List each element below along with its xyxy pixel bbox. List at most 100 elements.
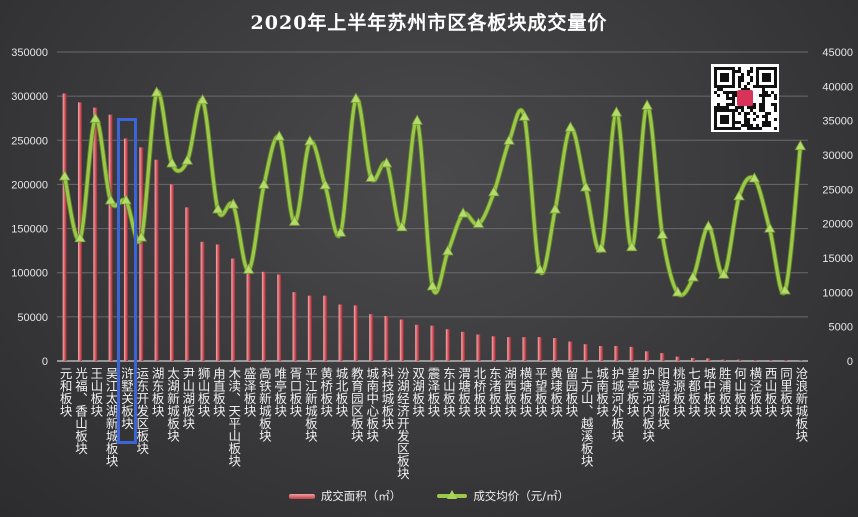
bar <box>246 271 251 361</box>
left-tick-label: 300000 <box>11 91 48 103</box>
price-marker <box>687 271 699 282</box>
x-tick-label: 何山板块 <box>732 367 748 417</box>
x-tick-label: 汾湖经济开发区板块 <box>394 367 410 480</box>
bar <box>231 258 236 361</box>
x-tick-label: 尹山湖板块 <box>180 367 196 430</box>
bar <box>62 93 67 361</box>
x-tick-label: 横泾板块 <box>747 367 763 417</box>
price-marker <box>58 170 71 181</box>
price-marker <box>319 179 331 190</box>
bar <box>200 241 205 361</box>
price-marker <box>196 93 209 105</box>
x-tick-label: 沧浪新城板块 <box>793 367 809 442</box>
x-tick-label: 王山板块 <box>88 367 104 417</box>
bar <box>461 331 466 361</box>
x-tick-label: 东山板块 <box>440 367 456 417</box>
bar <box>629 346 634 361</box>
x-tick-label: 同里板块 <box>778 367 793 417</box>
price-marker <box>104 194 117 205</box>
x-tick-label: 平望板块 <box>532 367 548 417</box>
bar <box>215 244 220 361</box>
right-tick-label: 20000 <box>822 219 853 231</box>
bar <box>537 337 542 361</box>
bar <box>369 314 374 361</box>
price-marker <box>120 194 132 205</box>
bar <box>522 337 527 361</box>
left-tick-label: 150000 <box>11 224 48 236</box>
price-marker <box>426 280 439 291</box>
x-tick-label: 留园板块 <box>563 367 579 417</box>
price-marker <box>794 139 807 151</box>
price-marker <box>227 198 239 209</box>
bar <box>675 356 680 361</box>
right-tick-label: 35000 <box>822 116 853 128</box>
legend-item-area: 成交面积（㎡） <box>288 488 402 504</box>
x-tick-label: 唯亭板块 <box>272 367 288 417</box>
price-marker <box>181 154 193 165</box>
bar <box>568 341 573 361</box>
x-tick-label: 湖东板块 <box>149 367 165 417</box>
legend-label: 成交面积（㎡） <box>320 489 402 503</box>
bar <box>169 184 174 361</box>
x-tick-label: 浒墅关板块 <box>118 367 134 430</box>
x-tick-label: 横塘板块 <box>517 367 533 417</box>
x-tick-label: 胥口板块 <box>287 367 303 417</box>
price-marker <box>779 284 791 295</box>
bar <box>476 334 481 361</box>
bar <box>277 274 282 361</box>
x-tick-label: 狮山板块 <box>195 367 211 417</box>
x-tick-label: 护城河外板块 <box>609 367 625 442</box>
bar <box>307 295 312 361</box>
bar <box>614 345 619 361</box>
price-line-shadow <box>62 89 803 298</box>
bar <box>292 292 297 361</box>
bar <box>660 353 665 361</box>
price-marker <box>166 157 178 168</box>
price-marker <box>626 240 638 252</box>
price-marker <box>212 203 224 214</box>
chart-title: 2020年上半年苏州市区各板块成交量价 <box>250 12 608 34</box>
price-marker <box>549 203 561 214</box>
right-tick-label: 0 <box>847 356 853 368</box>
right-tick-label: 45000 <box>822 47 853 59</box>
price-marker <box>350 92 362 103</box>
legend-item-price: 成交均价（元/㎡） <box>437 488 569 504</box>
x-tick-label: 桃源板块 <box>670 367 686 417</box>
right-tick-label: 15000 <box>822 253 853 265</box>
bar <box>767 360 772 361</box>
bar <box>139 147 144 361</box>
price-marker <box>258 178 270 189</box>
x-tick-label: 西山板块 <box>762 367 778 417</box>
price-marker <box>135 231 147 242</box>
price-marker <box>89 112 101 123</box>
x-tick-label: 七都板块 <box>686 367 702 417</box>
price-marker <box>365 171 377 182</box>
x-tick-label: 城北板块 <box>333 367 349 417</box>
price-marker <box>503 134 515 145</box>
price-marker <box>411 114 423 125</box>
price-marker <box>74 231 86 243</box>
bar <box>706 358 711 361</box>
bar <box>415 324 420 361</box>
qr-pattern <box>714 67 777 130</box>
price-marker <box>718 268 730 279</box>
highlight-box <box>116 118 137 444</box>
x-tick-label: 望亭板块 <box>624 367 640 417</box>
bar <box>323 295 328 361</box>
bar <box>445 329 450 361</box>
price-marker <box>334 226 347 237</box>
price-marker <box>457 207 469 218</box>
x-tick-label: 城南中心板块 <box>364 367 380 442</box>
x-tick-label: 上方山、越溪板块 <box>578 367 594 467</box>
bar <box>737 359 742 361</box>
x-tick-label: 木渎、天平山板块 <box>226 367 242 467</box>
price-marker <box>396 220 408 232</box>
bar <box>691 357 696 361</box>
legend-line-swatch <box>437 490 468 499</box>
bar <box>645 351 650 361</box>
price-marker <box>442 244 454 256</box>
right-tick-label: 5000 <box>829 322 853 334</box>
x-tick-label: 平江新城板块 <box>302 367 318 442</box>
